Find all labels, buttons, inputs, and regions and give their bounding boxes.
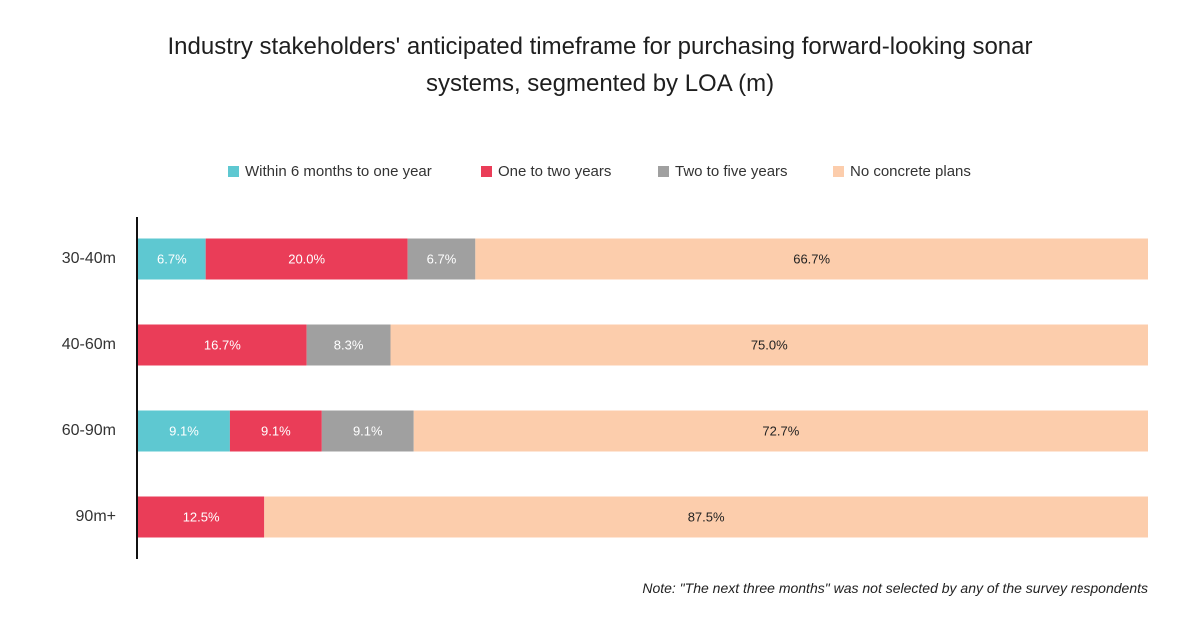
chart-legend: Within 6 months to one year One to two y…: [0, 163, 1200, 183]
legend-item-one-to-two-years: One to two years: [481, 163, 611, 180]
legend-swatch-one-to-two-years: [481, 166, 492, 177]
data-label-60-90m-two-to-five-years: 9.1%: [353, 423, 383, 438]
bar-40-60m-one-to-two-years: [138, 324, 307, 366]
data-label-90m-one-to-two-years: 12.5%: [183, 509, 220, 524]
legend-label-two-to-five-years: Two to five years: [675, 163, 788, 180]
category-label-60-90m: 60-90m: [62, 422, 116, 439]
data-label-40-60m-two-to-five-years: 8.3%: [334, 337, 364, 352]
legend-item-no-concrete-plans: No concrete plans: [833, 163, 971, 180]
chart-note: Note: "The next three months" was not se…: [642, 580, 1148, 596]
bar-60-90m-no-concrete-plans: [413, 410, 1149, 452]
category-label-30-40m: 30-40m: [62, 250, 116, 267]
bar-40-60m-no-concrete-plans: [390, 324, 1148, 366]
bar-40-60m-two-to-five-years: [306, 324, 391, 366]
bar-60-90m-one-to-two-years: [229, 410, 322, 452]
data-label-60-90m-within-6-months-to-one-year: 9.1%: [169, 423, 199, 438]
legend-label-within-6-months: Within 6 months to one year: [245, 163, 432, 180]
data-label-60-90m-one-to-two-years: 9.1%: [261, 423, 291, 438]
legend-swatch-within-6-months: [228, 166, 239, 177]
legend-label-one-to-two-years: One to two years: [498, 163, 612, 180]
bar-60-90m-two-to-five-years: [321, 410, 414, 452]
bar-30-40m-within-6-months-to-one-year: [138, 238, 206, 280]
data-label-30-40m-two-to-five-years: 6.7%: [427, 251, 457, 266]
legend-swatch-two-to-five-years: [658, 166, 669, 177]
data-label-40-60m-one-to-two-years: 16.7%: [204, 337, 241, 352]
chart-title-line-2: systems, segmented by LOA (m): [425, 70, 775, 97]
data-label-90m-no-concrete-plans: 87.5%: [688, 509, 725, 524]
bar-90m-one-to-two-years: [138, 496, 265, 538]
legend-swatch-no-concrete-plans: [833, 166, 844, 177]
bar-30-40m-one-to-two-years: [205, 238, 408, 280]
data-label-30-40m-no-concrete-plans: 66.7%: [793, 251, 830, 266]
legend-item-two-to-five-years: Two to five years: [658, 163, 788, 180]
chart-title: Industry stakeholders' anticipated timef…: [100, 28, 1100, 102]
data-label-60-90m-no-concrete-plans: 72.7%: [762, 423, 799, 438]
bar-30-40m-no-concrete-plans: [475, 238, 1149, 280]
category-label-40-60m: 40-60m: [62, 336, 116, 353]
bar-90m-no-concrete-plans: [264, 496, 1148, 538]
data-label-30-40m-within-6-months-to-one-year: 6.7%: [157, 251, 187, 266]
bar-30-40m-two-to-five-years: [407, 238, 476, 280]
data-label-40-60m-no-concrete-plans: 75.0%: [751, 337, 788, 352]
legend-item-within-6-months: Within 6 months to one year: [228, 163, 432, 180]
data-label-30-40m-one-to-two-years: 20.0%: [288, 251, 325, 266]
category-label-90m: 90m+: [76, 508, 116, 525]
bar-60-90m-within-6-months-to-one-year: [138, 410, 230, 452]
legend-label-no-concrete-plans: No concrete plans: [850, 163, 971, 180]
chart-title-line-1: Industry stakeholders' anticipated timef…: [167, 33, 1033, 60]
